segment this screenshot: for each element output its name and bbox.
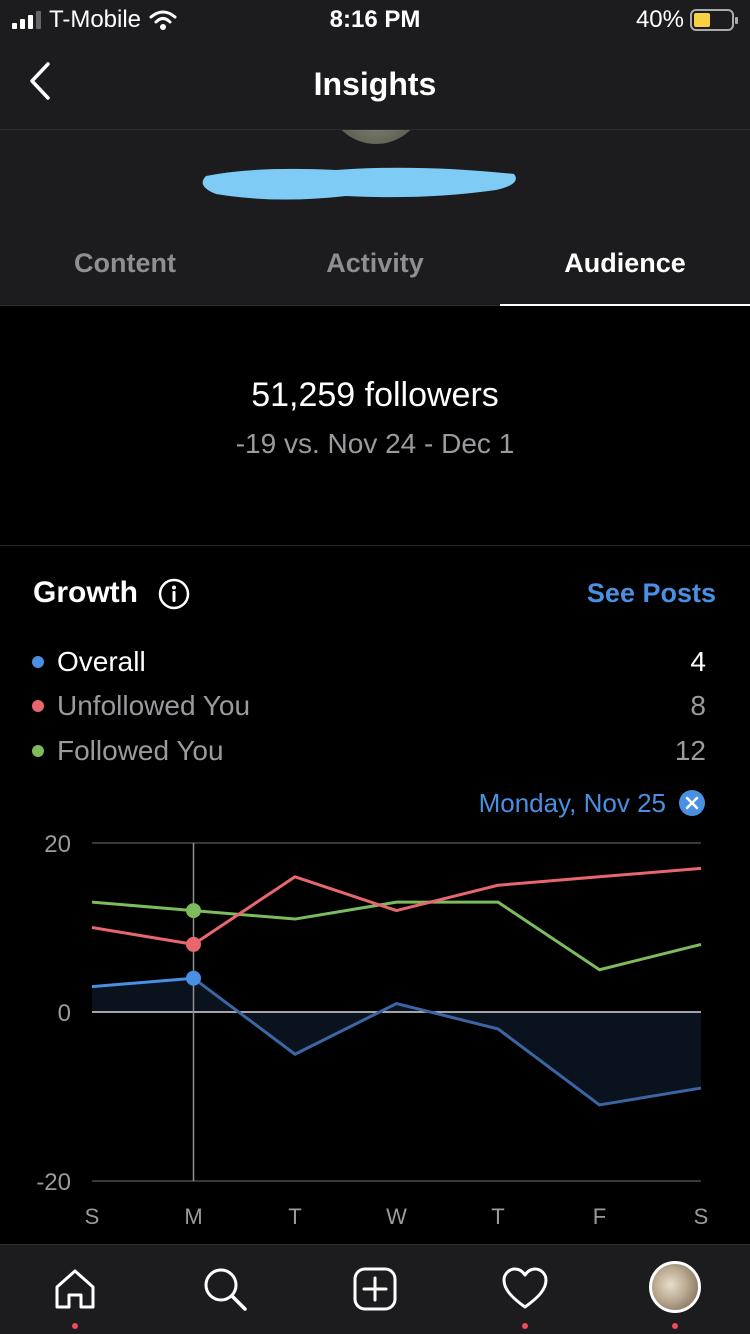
followers-summary: 51,259 followers -19 vs. Nov 24 - Dec 1 [0,306,750,546]
overall-area-fill [92,978,701,1105]
carrier-area: T-Mobile [12,6,177,34]
growth-title: Growth [33,576,138,609]
x-tick-label: T [491,1204,504,1229]
clear-selection-icon[interactable] [678,789,706,817]
wifi-icon [149,10,177,30]
profile-avatar [330,130,422,144]
insights-tabs: Content Activity Audience [0,226,750,306]
new-post-icon [353,1267,397,1311]
page-title: Insights [313,66,437,102]
search-icon [204,1268,247,1311]
followers-count: 51,259 followers [251,376,499,414]
legend-label: Unfollowed You [57,690,251,721]
legend-overall: Overall 4 [32,642,706,682]
x-tick-label: F [593,1204,606,1229]
series-line-overall [192,976,702,1107]
legend-label: Overall [57,646,146,677]
legend-value: 4 [690,646,706,677]
notification-dot [522,1323,528,1329]
legend-followed: Followed You 12 [32,731,706,771]
tab-audience[interactable]: Audience [500,226,750,306]
nav-header: Insights [0,40,750,130]
bottom-tab-bar [0,1244,750,1334]
status-time: 8:16 PM [329,6,421,33]
see-posts-link[interactable]: See Posts [586,578,716,608]
battery-icon [690,9,738,31]
series-line-unfollowed-you [91,866,702,946]
tab-search[interactable] [195,1245,255,1334]
selected-date-label: Monday, Nov 25 [478,788,666,818]
tab-profile[interactable] [645,1245,705,1334]
x-tick-label: T [288,1204,301,1229]
tab-activity-feed[interactable] [495,1245,555,1334]
tab-activity[interactable]: Activity [326,248,424,278]
battery-area: 40% [635,6,738,34]
heart-icon [502,1267,548,1309]
legend-label: Followed You [57,735,224,766]
followed-dot-icon [32,745,44,757]
home-icon [55,1269,95,1309]
legend-value: 12 [674,735,706,766]
tab-new-post[interactable] [345,1245,405,1334]
info-icon[interactable] [158,578,190,610]
notification-dot [72,1323,78,1329]
tab-home[interactable] [45,1245,105,1334]
x-tick-label: M [184,1204,202,1229]
legend-unfollowed: Unfollowed You 8 [32,686,706,726]
y-tick-label: 20 [44,831,71,858]
selected-point-followed-you [186,903,201,919]
series-line-followed-you [91,900,702,972]
notification-dot [672,1323,678,1329]
overall-dot-icon [32,656,44,668]
x-tick-label: S [694,1204,709,1229]
unfollowed-dot-icon [32,700,44,712]
tab-content[interactable]: Content [74,248,176,278]
signal-icon [12,11,41,29]
followers-delta: -19 vs. Nov 24 - Dec 1 [235,428,515,459]
selected-point-unfollowed-you [186,936,201,952]
selected-point-overall [186,970,201,986]
battery-percent: 40% [635,6,684,33]
back-chevron-icon[interactable] [22,58,62,104]
y-tick-label: 0 [58,1000,71,1027]
status-bar: T-Mobile 8:16 PM 40% [0,0,750,40]
legend-value: 8 [690,690,706,721]
redacted-username [202,167,516,200]
profile-header [0,130,750,226]
x-tick-label: W [386,1204,407,1229]
profile-avatar [649,1261,701,1313]
x-tick-label: S [85,1204,100,1229]
carrier-label: T-Mobile [49,6,142,33]
growth-chart[interactable]: 20 0 -20 S M T W T F S [0,820,750,1230]
y-tick-label: -20 [36,1169,71,1196]
series-line-overall-selected [91,976,194,989]
